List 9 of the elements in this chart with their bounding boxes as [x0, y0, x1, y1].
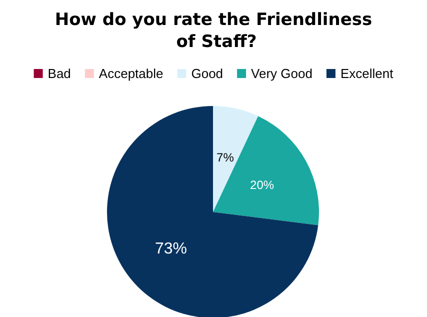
- legend-label: Very Good: [251, 66, 312, 81]
- data-label: 7%: [216, 150, 234, 164]
- legend-label: Bad: [48, 66, 71, 81]
- data-label: 73%: [154, 240, 188, 258]
- chart-title: How do you rate the Friendliness of Staff?: [54, 10, 372, 52]
- legend-label: Acceptable: [98, 66, 164, 81]
- legend-label: Good: [191, 66, 224, 81]
- legend-label: Excellent: [340, 66, 394, 81]
- data-label: 20%: [250, 178, 274, 192]
